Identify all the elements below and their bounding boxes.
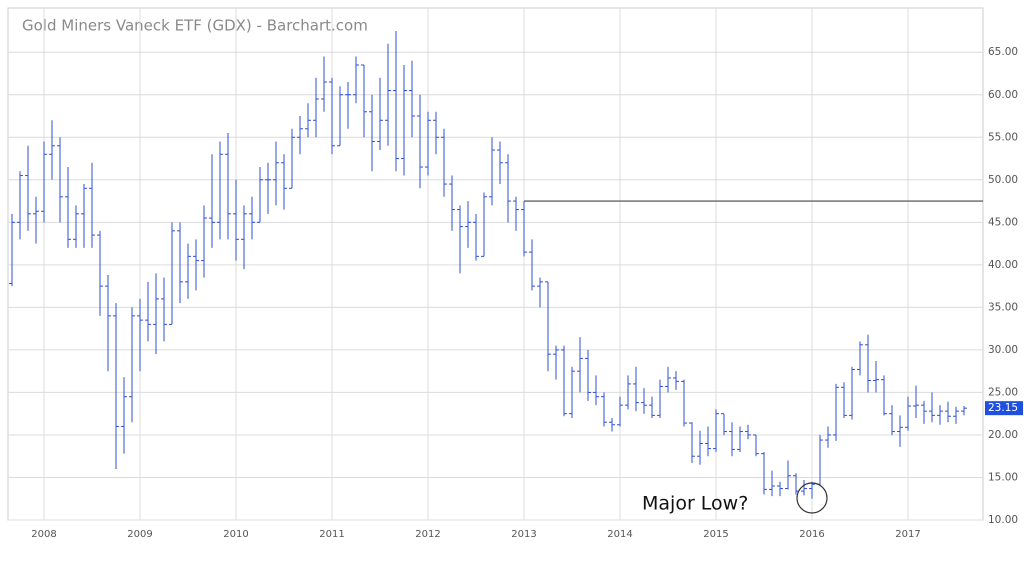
last-price-box bbox=[985, 401, 1023, 416]
x-tick-label: 2011 bbox=[319, 529, 344, 540]
x-tick-label: 2016 bbox=[799, 529, 824, 540]
y-tick-label: 30.00 bbox=[988, 344, 1018, 356]
x-tick-label: 2014 bbox=[607, 529, 632, 540]
y-tick-label: 55.00 bbox=[988, 131, 1018, 143]
y-tick-label: 65.00 bbox=[988, 46, 1018, 58]
x-tick-label: 2012 bbox=[415, 529, 440, 540]
plot-frame bbox=[7, 7, 984, 521]
x-tick-label: 2010 bbox=[223, 529, 248, 540]
y-tick-label: 35.00 bbox=[988, 301, 1018, 313]
x-tick-label: 2009 bbox=[127, 529, 152, 540]
y-tick-label: 25.00 bbox=[988, 386, 1018, 398]
x-tick-label: 2017 bbox=[895, 529, 920, 540]
last-price: 23.15 bbox=[988, 402, 1018, 414]
y-tick-label: 60.00 bbox=[988, 89, 1018, 101]
annotation: Major Low? bbox=[642, 493, 748, 515]
x-tick-label: 2013 bbox=[511, 529, 536, 540]
y-tick-label: 15.00 bbox=[988, 471, 1018, 483]
y-tick-label: 45.00 bbox=[988, 216, 1018, 228]
y-tick-label: 40.00 bbox=[988, 259, 1018, 271]
chart-title: Gold Miners Vaneck ETF (GDX) - Barchart.… bbox=[22, 17, 368, 35]
x-tick-label: 2008 bbox=[31, 529, 56, 540]
y-tick-label: 20.00 bbox=[988, 429, 1018, 441]
y-tick-label: 10.00 bbox=[988, 514, 1018, 526]
x-tick-label: 2015 bbox=[703, 529, 728, 540]
y-tick-label: 50.00 bbox=[988, 174, 1018, 186]
low-circle bbox=[796, 482, 828, 514]
